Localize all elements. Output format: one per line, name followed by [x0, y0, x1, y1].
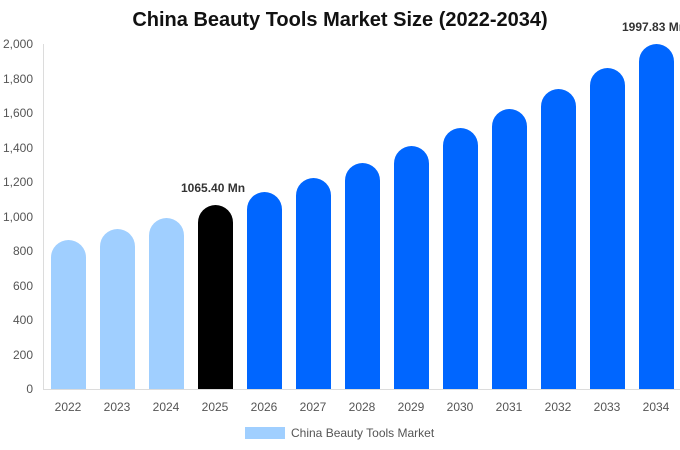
y-tick-label: 400 — [12, 313, 33, 327]
bar-2033[interactable] — [589, 67, 625, 389]
y-tick-label: 200 — [12, 347, 33, 362]
x-tick-label: 2026 — [250, 400, 278, 414]
y-tick-label: 2,000 — [2, 37, 33, 51]
y-tick-label: 600 — [12, 278, 33, 293]
bar-2025[interactable] — [197, 205, 233, 389]
y-tick-label: 0 — [26, 382, 33, 396]
bar-2028[interactable] — [344, 162, 380, 389]
bar-2030[interactable] — [442, 128, 478, 389]
y-tick-label: 1,600 — [2, 106, 33, 120]
bar-2022[interactable] — [50, 239, 86, 389]
bar-2032[interactable] — [540, 89, 576, 389]
data-label-2025: 1065.40 Mn — [181, 181, 246, 196]
x-tick-label: 2029 — [397, 400, 425, 414]
bar-2029[interactable] — [393, 145, 429, 389]
x-tick-label: 2034 — [642, 400, 670, 414]
x-axis-line — [43, 389, 680, 390]
x-tick-label: 2033 — [593, 400, 621, 414]
x-tick-label: 2023 — [103, 400, 131, 414]
bar-2027[interactable] — [295, 177, 331, 389]
legend-label: China Beauty Tools Market — [291, 426, 435, 440]
y-tick-label: 1,200 — [2, 175, 33, 189]
data-label-2034: 1997.83 Mn — [622, 20, 680, 35]
bar-2024[interactable] — [148, 218, 184, 389]
legend-swatch — [245, 427, 285, 439]
chart-title: China Beauty Tools Market Size (2022-203… — [132, 9, 548, 31]
x-tick-label: 2022 — [54, 400, 82, 414]
x-tick-label: 2032 — [544, 400, 572, 414]
bar-2031[interactable] — [491, 109, 527, 389]
x-tick-label: 2024 — [152, 400, 180, 414]
y-tick-label: 1,000 — [2, 209, 33, 224]
x-tick-label: 2028 — [348, 400, 376, 414]
y-tick-label: 1,400 — [2, 140, 33, 155]
x-tick-label: 2025 — [201, 400, 229, 414]
bar-2023[interactable] — [99, 228, 135, 389]
y-axis-line — [43, 44, 44, 389]
y-tick-label: 1,800 — [2, 71, 33, 86]
x-tick-label: 2031 — [495, 400, 523, 414]
x-tick-label: 2030 — [446, 400, 474, 414]
legend[interactable]: China Beauty Tools Market — [245, 426, 434, 440]
bar-2034[interactable] — [638, 44, 674, 389]
y-tick-label: 800 — [12, 244, 33, 258]
bar-2026[interactable] — [246, 192, 282, 389]
x-tick-label: 2027 — [299, 400, 327, 414]
